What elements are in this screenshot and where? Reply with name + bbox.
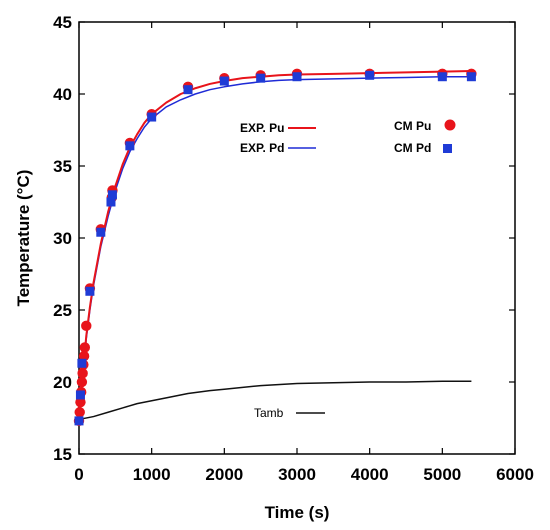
x-axis-title: Time (s)	[265, 503, 330, 522]
y-tick-label: 40	[53, 85, 72, 104]
x-tick-label: 6000	[496, 465, 534, 484]
cm-pd-point	[183, 85, 193, 95]
cm-pu-point	[74, 407, 85, 418]
series-line-tamb	[78, 380, 472, 421]
legend-label-tamb: Tamb	[254, 406, 284, 420]
cm-pd-point	[365, 70, 375, 80]
x-tick-label: 5000	[423, 465, 461, 484]
cm-pd-point	[74, 416, 84, 426]
cm-pu-point	[77, 368, 88, 379]
legend-tamb: Tamb	[254, 406, 325, 420]
x-tick-label: 2000	[205, 465, 243, 484]
y-axis-title: Temperature (°C)	[14, 170, 33, 307]
legend-markers: CM Pu CM Pd	[394, 119, 456, 155]
cm-pd-point	[96, 227, 106, 237]
legend-label-cm-pu: CM Pu	[394, 119, 431, 133]
x-tick-label: 1000	[133, 465, 171, 484]
cm-pd-point	[437, 72, 447, 82]
legend-label-exp-pu: EXP. Pu	[240, 121, 284, 135]
cm-pd-point	[106, 197, 116, 207]
y-tick-label: 15	[53, 445, 72, 464]
legend-swatch-cm-pu	[444, 119, 456, 131]
x-tick-label: 3000	[278, 465, 316, 484]
cm-pd-point	[147, 112, 157, 122]
cm-pd-point	[107, 190, 117, 200]
cm-pd-point	[466, 72, 476, 82]
plot-frame	[78, 21, 516, 455]
cm-pd-point	[219, 76, 229, 86]
x-axis: 0 1000 2000 3000 4000 5000 6000	[74, 22, 534, 484]
x-tick-label: 0	[74, 465, 83, 484]
cm-pd-point	[125, 141, 135, 151]
y-axis: 15 20 25 30 35 40 45	[53, 13, 515, 464]
y-tick-label: 45	[53, 13, 72, 32]
y-tick-label: 35	[53, 157, 72, 176]
legend-label-cm-pd: CM Pd	[394, 141, 431, 155]
cm-pu-point	[76, 376, 88, 388]
legend-swatch-cm-pd	[443, 144, 452, 153]
cm-pu-point	[75, 396, 86, 408]
cm-pd-point	[77, 358, 87, 368]
cm-pu-point	[81, 320, 92, 332]
cm-pd-point	[75, 390, 85, 400]
legend-lines: EXP. Pu EXP. Pd	[240, 121, 316, 155]
cm-pd-point	[85, 286, 95, 296]
cm-pd-point	[292, 72, 302, 82]
legend-label-exp-pd: EXP. Pd	[240, 141, 284, 155]
cm-pu-point	[78, 350, 90, 362]
y-tick-label: 20	[53, 373, 72, 392]
series-markers	[73, 68, 477, 427]
x-tick-label: 4000	[351, 465, 389, 484]
cm-pu-point	[79, 342, 91, 353]
cm-pd-point	[256, 73, 266, 83]
y-tick-label: 30	[53, 229, 72, 248]
y-tick-label: 25	[53, 301, 72, 320]
